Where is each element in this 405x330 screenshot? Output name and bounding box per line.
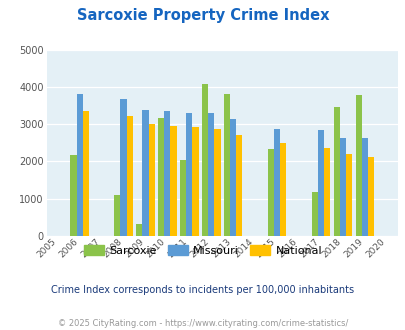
Bar [114, 195, 120, 236]
Bar [202, 84, 208, 236]
Bar [311, 192, 317, 236]
Bar [120, 99, 126, 236]
Bar [148, 124, 154, 236]
Bar [230, 119, 236, 236]
Text: Crime Index corresponds to incidents per 100,000 inhabitants: Crime Index corresponds to incidents per… [51, 285, 354, 295]
Bar [224, 93, 230, 236]
Bar [70, 155, 77, 236]
Text: © 2025 CityRating.com - https://www.cityrating.com/crime-statistics/: © 2025 CityRating.com - https://www.city… [58, 319, 347, 328]
Bar [158, 118, 164, 236]
Bar [361, 138, 367, 236]
Bar [208, 113, 214, 236]
Bar [164, 111, 170, 236]
Bar [214, 129, 220, 236]
Text: Sarcoxie Property Crime Index: Sarcoxie Property Crime Index [77, 8, 328, 23]
Bar [192, 127, 198, 236]
Bar [180, 160, 186, 236]
Bar [136, 224, 142, 236]
Bar [323, 148, 329, 236]
Legend: Sarcoxie, Missouri, National: Sarcoxie, Missouri, National [79, 241, 326, 260]
Bar [83, 111, 89, 236]
Bar [367, 156, 373, 236]
Bar [267, 149, 273, 236]
Bar [355, 95, 361, 236]
Bar [317, 130, 323, 236]
Bar [333, 107, 339, 236]
Bar [273, 129, 279, 236]
Bar [126, 116, 132, 236]
Bar [339, 138, 345, 236]
Bar [77, 93, 83, 236]
Bar [170, 126, 176, 236]
Bar [142, 110, 148, 236]
Bar [236, 135, 242, 236]
Bar [279, 143, 286, 236]
Bar [186, 113, 192, 236]
Bar [345, 154, 352, 236]
